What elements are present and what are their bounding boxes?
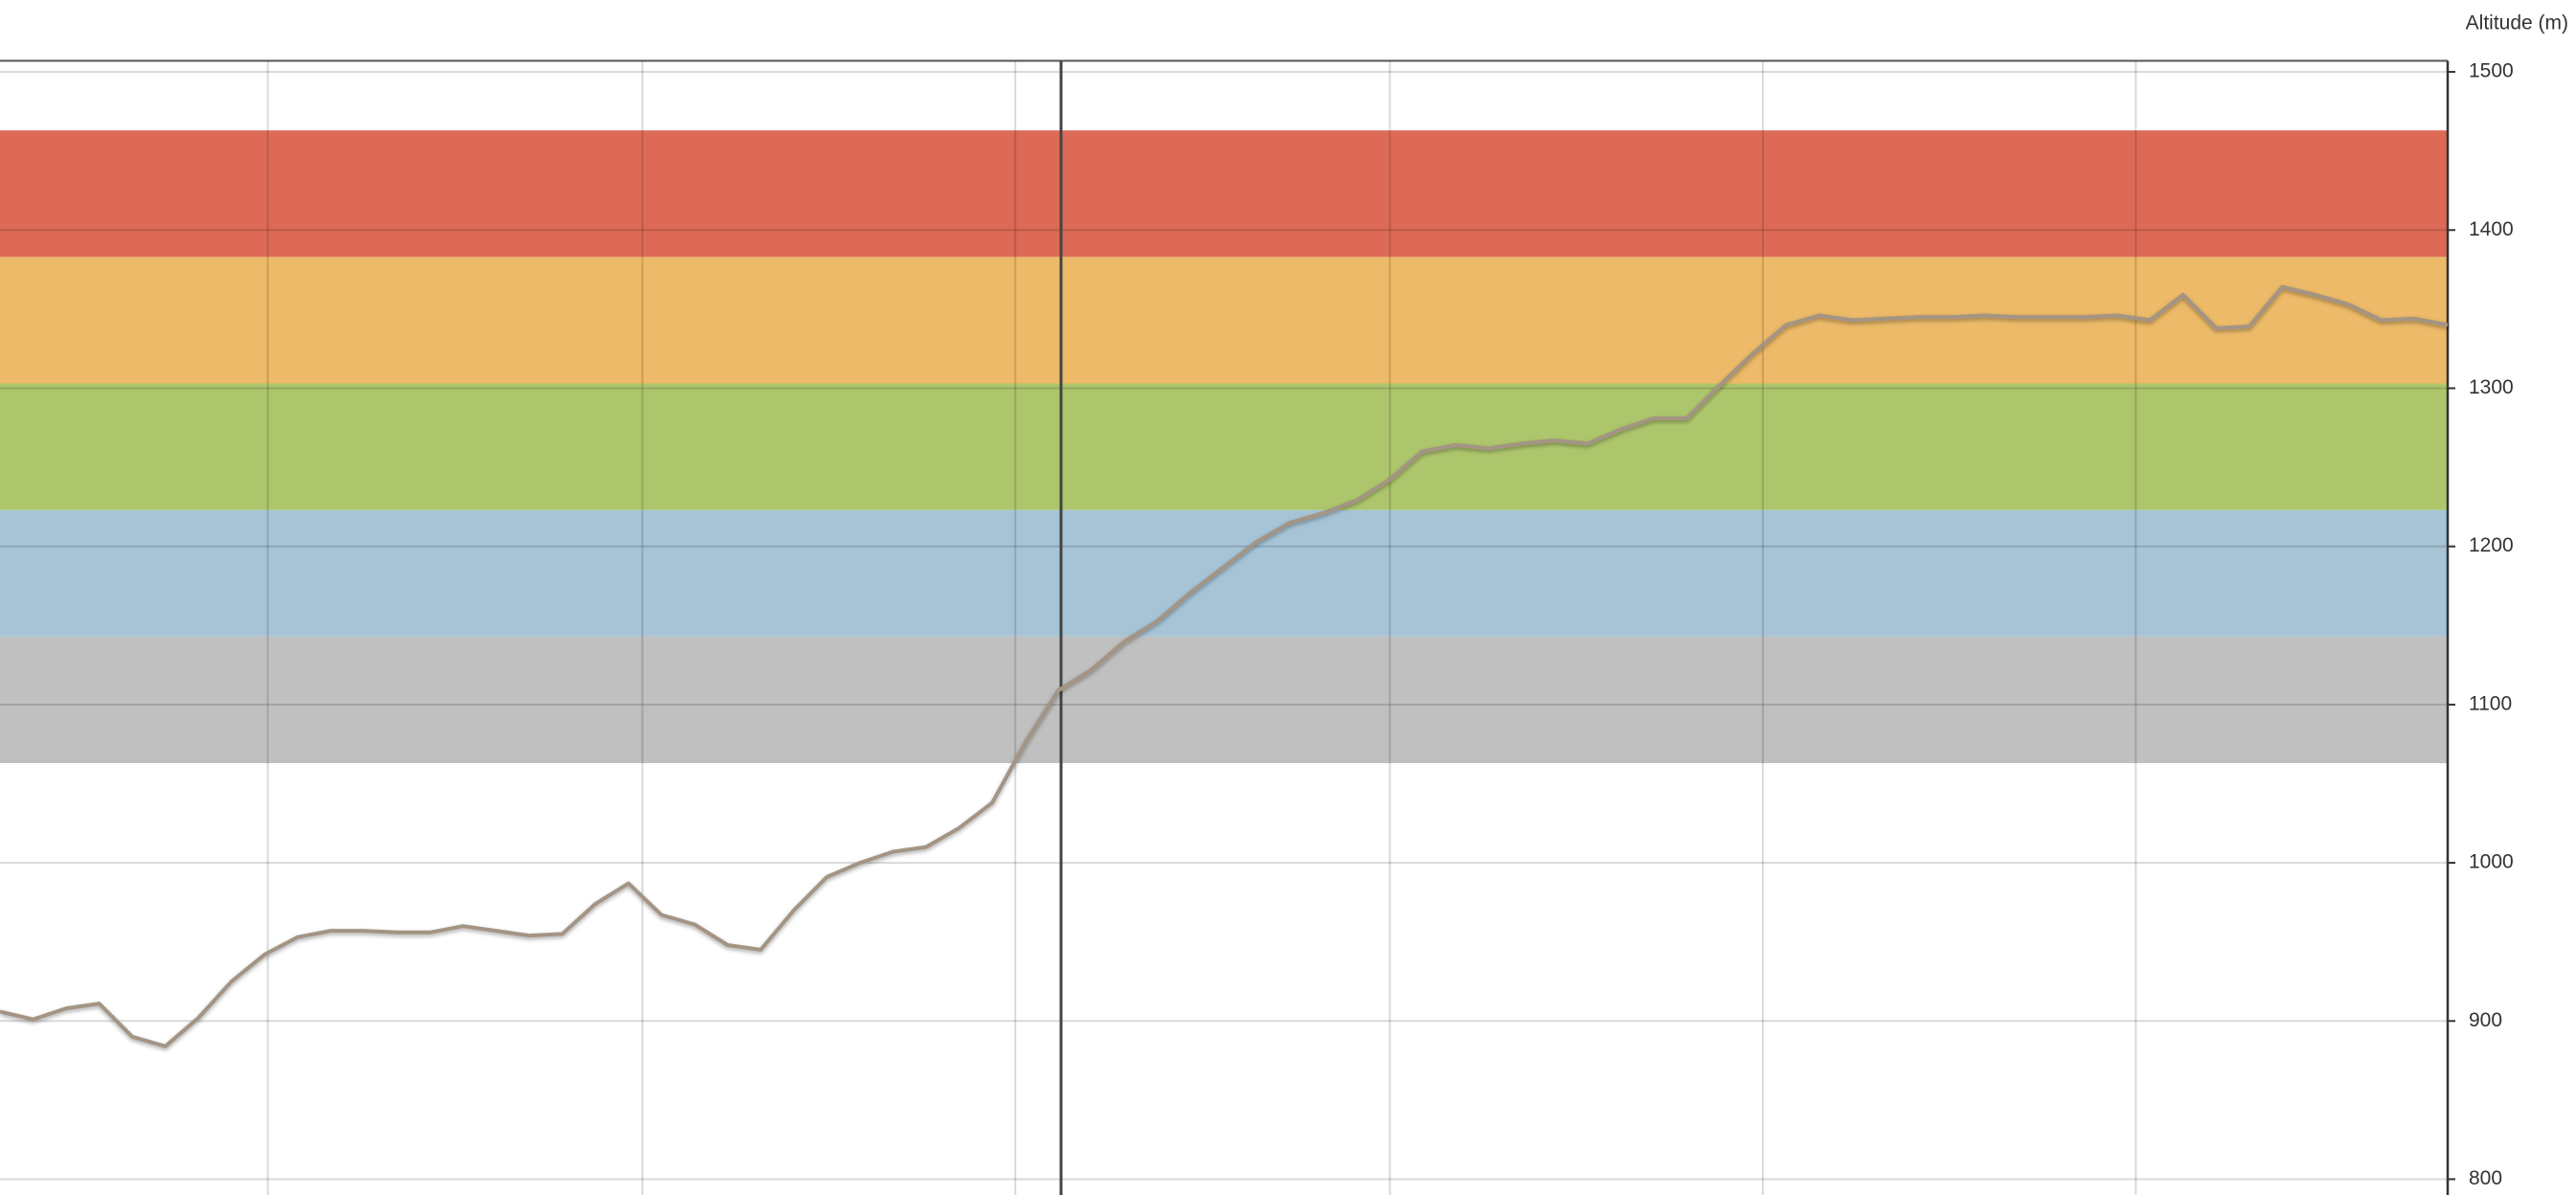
y-tick-label: 1300 xyxy=(2469,376,2514,398)
grid: 800 900 1000 1100 1200 1300 1400 1500 xyxy=(0,59,2514,1195)
plot xyxy=(0,284,2449,1048)
band xyxy=(0,257,2448,384)
y-tick-label: 1100 xyxy=(2469,692,2512,714)
y-tick-label: 1000 xyxy=(2469,851,2514,873)
y-tick-label: 1500 xyxy=(2469,60,2514,82)
y-tick-label: 1400 xyxy=(2469,218,2514,240)
band xyxy=(0,636,2448,763)
band xyxy=(0,383,2448,510)
band xyxy=(0,130,2448,258)
y-axis-title: Altitude (m) xyxy=(2466,12,2568,34)
band xyxy=(0,509,2448,637)
elevation-line xyxy=(0,284,2449,1048)
y-tick-label: 800 xyxy=(2469,1167,2502,1189)
y-tick-label: 1200 xyxy=(2469,534,2514,556)
y-tick-label: 900 xyxy=(2469,1009,2502,1031)
bands xyxy=(0,130,2448,763)
